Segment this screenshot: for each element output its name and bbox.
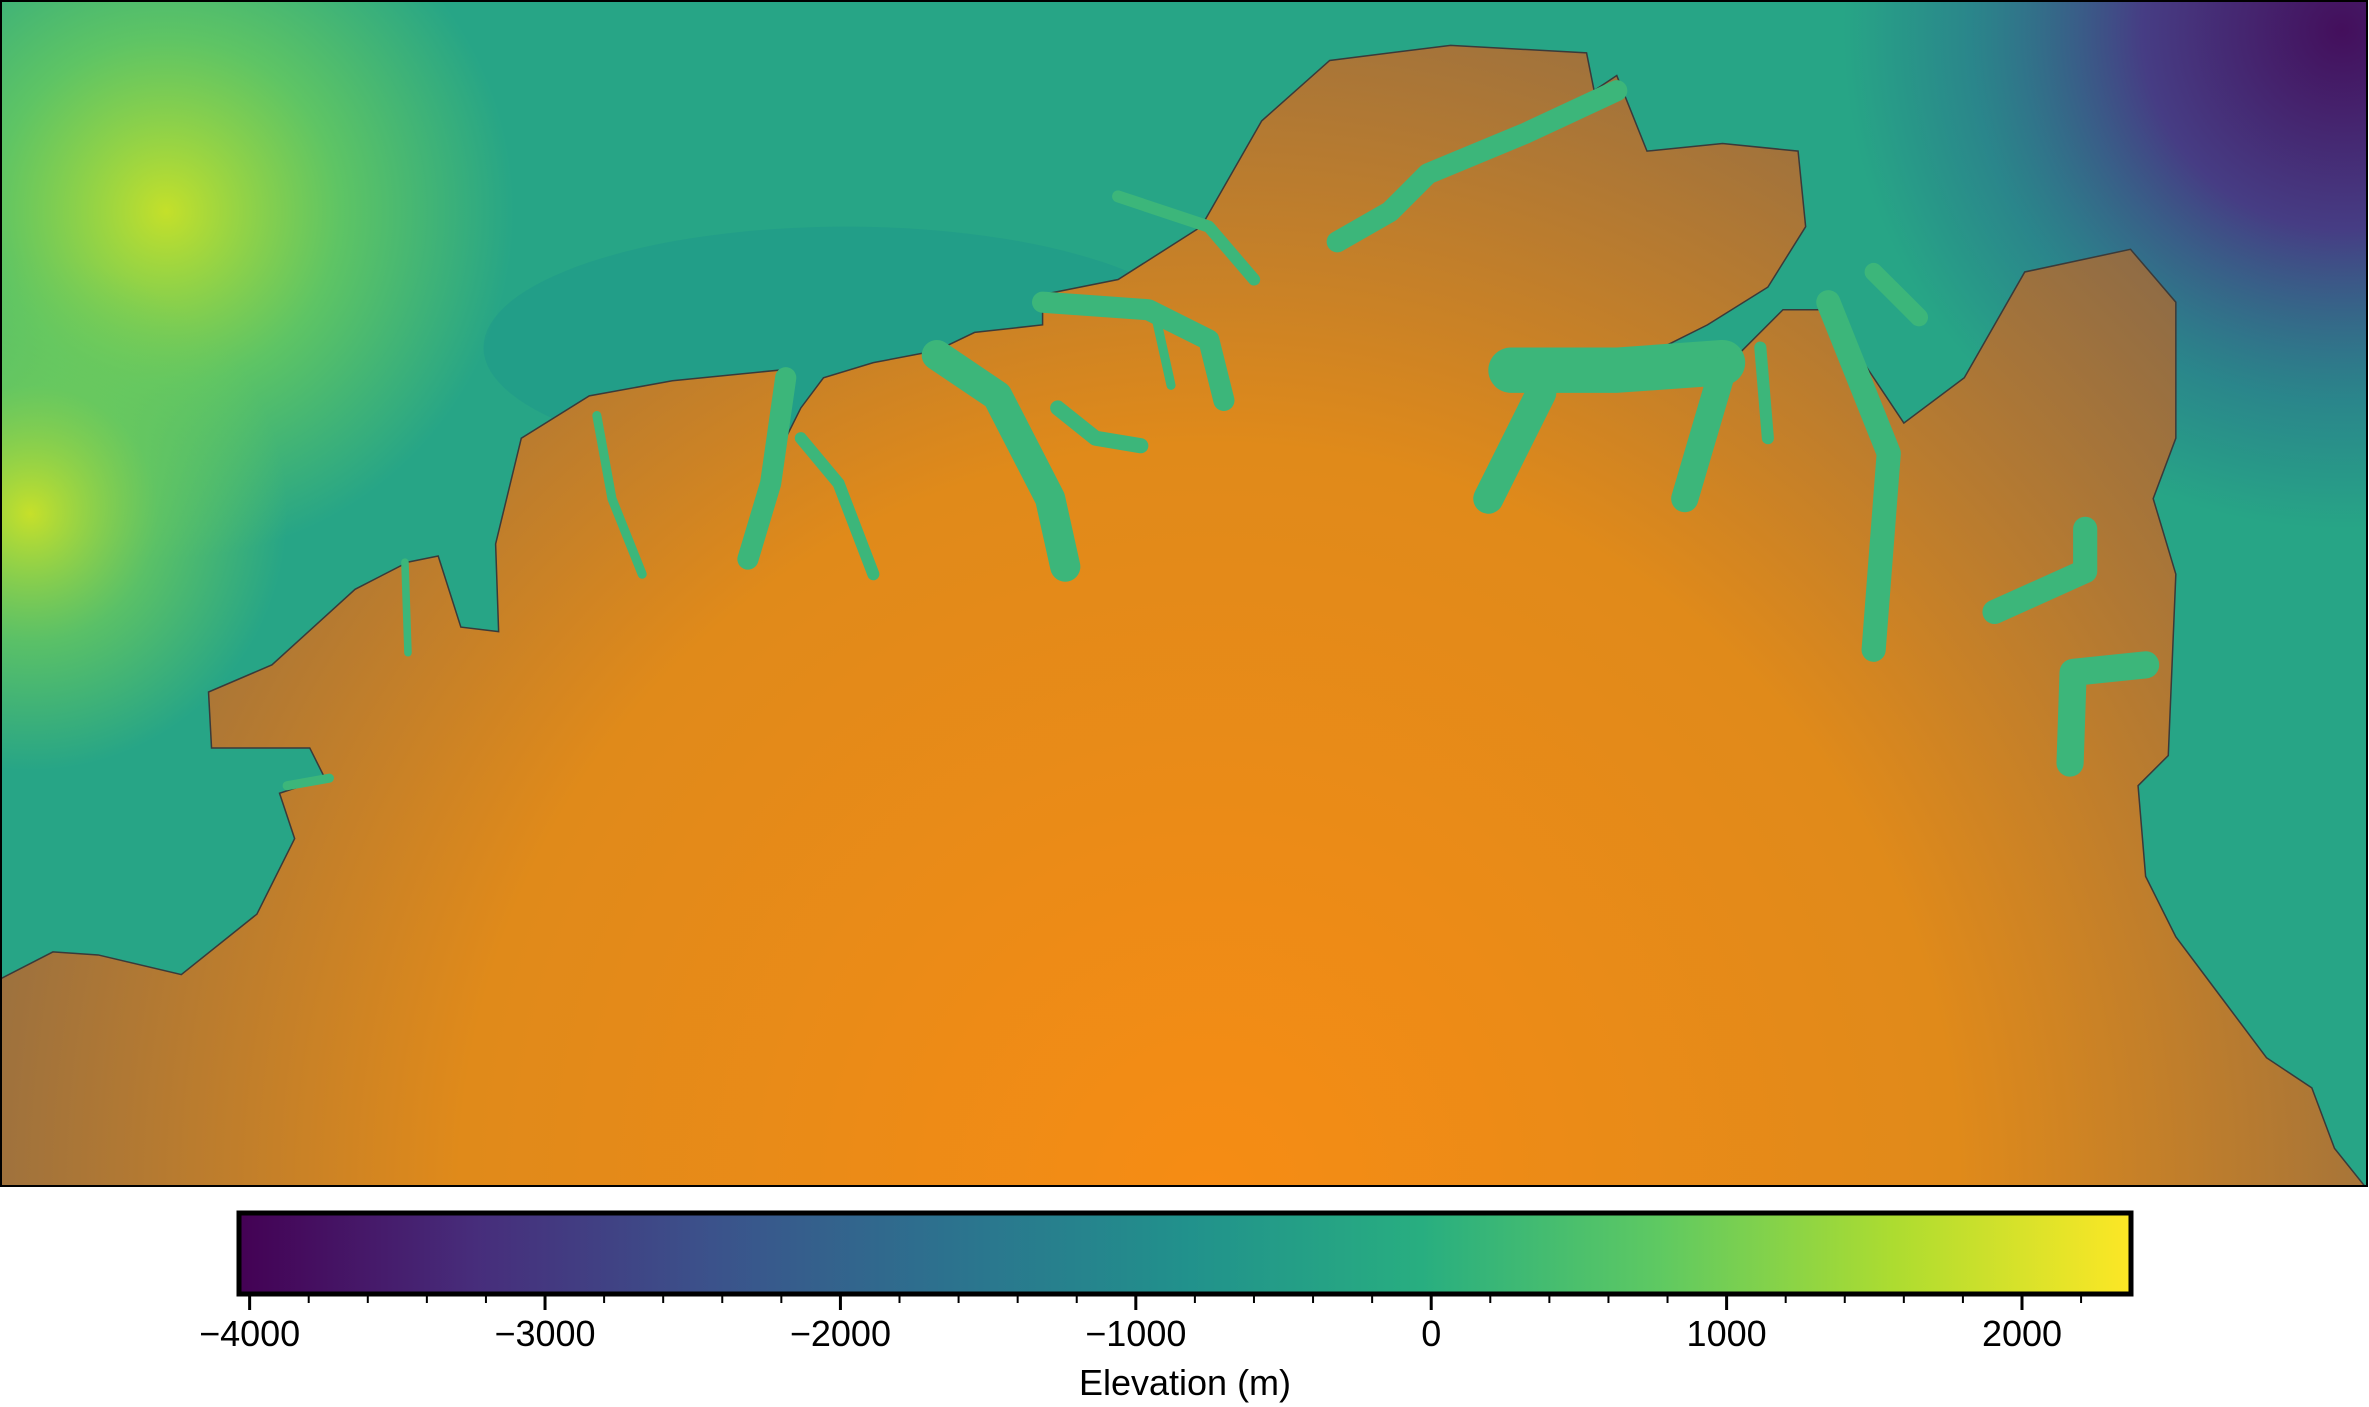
fjords — [282, 80, 2160, 791]
tick-label: −3000 — [494, 1313, 595, 1354]
map — [0, 0, 2368, 1187]
tick-label: −2000 — [790, 1313, 891, 1354]
tick-label: 2000 — [1982, 1313, 2062, 1354]
tick-label: 0 — [1421, 1313, 1441, 1354]
tick-label: 1000 — [1687, 1313, 1767, 1354]
land — [0, 44, 2366, 1187]
map-frame — [0, 0, 2368, 1187]
tick-label: −4000 — [199, 1313, 300, 1354]
tick-label: −1000 — [1085, 1313, 1186, 1354]
colorbar — [236, 1210, 2134, 1297]
colorbar-label: Elevation (m) — [1079, 1362, 1291, 1403]
